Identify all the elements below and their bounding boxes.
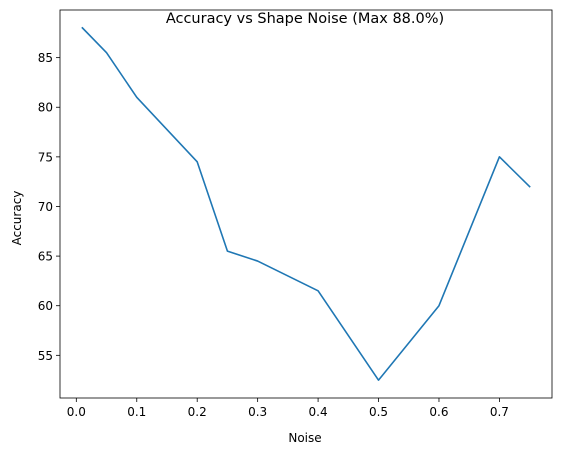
y-tick-label: 85 [38, 51, 53, 65]
y-tick-label: 55 [38, 349, 53, 363]
x-tick-label: 0.2 [188, 405, 207, 419]
x-tick-label: 0.5 [369, 405, 388, 419]
chart-title: Accuracy vs Shape Noise (Max 88.0%) [166, 11, 444, 27]
plot-frame [59, 9, 553, 399]
y-tick-label: 75 [38, 150, 53, 164]
y-tick-label: 60 [38, 299, 53, 313]
series-line [81, 26, 531, 381]
x-tick-label: 0.0 [67, 405, 86, 419]
y-tick-label: 80 [38, 101, 53, 115]
y-axis-label: Accuracy [10, 191, 24, 246]
x-tick-label: 0.3 [248, 405, 267, 419]
y-tick-label: 70 [38, 200, 53, 214]
x-tick-label: 0.4 [309, 405, 328, 419]
x-tick-label: 0.1 [127, 405, 146, 419]
x-tick-label: 0.6 [429, 405, 448, 419]
y-tick-label: 65 [38, 250, 53, 264]
x-axis-label: Noise [288, 431, 321, 445]
x-tick-label: 0.7 [490, 405, 509, 419]
